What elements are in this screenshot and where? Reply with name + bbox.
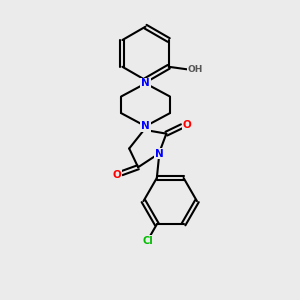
- Text: N: N: [141, 121, 150, 131]
- Text: Cl: Cl: [142, 236, 153, 246]
- Text: O: O: [112, 170, 121, 180]
- Text: N: N: [154, 148, 163, 159]
- Text: N: N: [141, 78, 150, 88]
- Text: O: O: [183, 120, 191, 130]
- Text: OH: OH: [188, 65, 203, 74]
